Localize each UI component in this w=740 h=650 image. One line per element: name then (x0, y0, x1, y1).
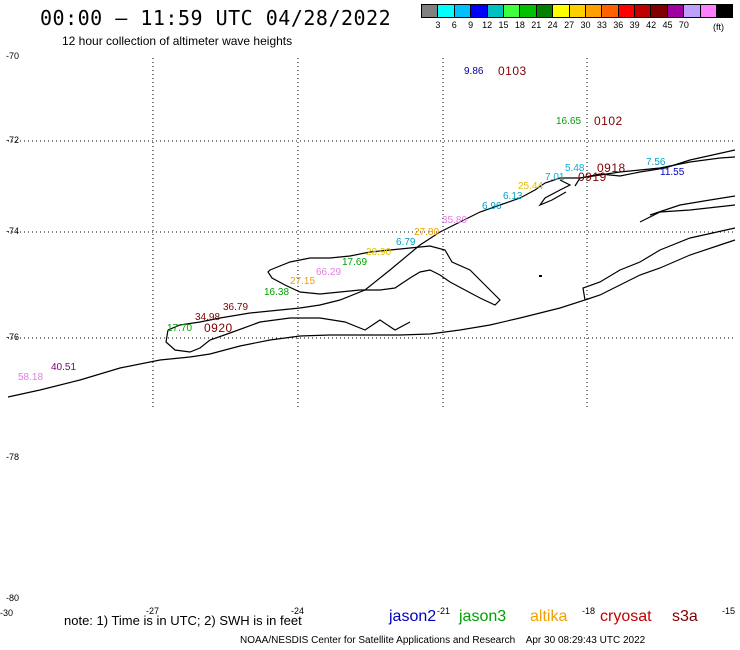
color-legend-swatches (421, 4, 734, 18)
wave-height-label: 27.80 (414, 227, 440, 238)
lat-label: -74 (6, 226, 20, 236)
credit-text: NOAA/NESDIS Center for Satellite Applica… (240, 635, 516, 646)
coastline-peninsula (167, 156, 736, 331)
time-stamp-label: 0103 (498, 64, 527, 78)
wave-height-label: 25.44 (518, 181, 544, 192)
lat-label: -72 (6, 135, 20, 145)
map-subtitle: 12 hour collection of altimeter wave hei… (62, 34, 293, 48)
wave-height-label: 5.48 (565, 163, 585, 174)
color-legend-label: 33 (596, 20, 607, 30)
color-legend-label: 15 (498, 20, 509, 30)
coastline-bay (267, 245, 501, 306)
color-legend-label: 42 (646, 20, 657, 30)
color-legend-label: 9 (468, 20, 474, 30)
color-legend-label: 3 (435, 20, 441, 30)
legend-unit: (ft) (713, 22, 724, 32)
ice-front (584, 239, 736, 301)
wave-height-label: 36.79 (223, 302, 249, 313)
time-stamp-label: 0918 (597, 161, 626, 175)
coastline-notch (538, 179, 572, 207)
color-swatch (716, 4, 734, 18)
coastline-inlet (165, 317, 411, 353)
footnote: note: 1) Time is in UTC; 2) SWH is in fe… (64, 613, 302, 628)
color-legend-label: 18 (514, 20, 525, 30)
satellite-legend-item: cryosat (600, 608, 652, 625)
wave-height-label: 66.29 (316, 267, 342, 278)
color-legend-label: 24 (547, 20, 558, 30)
time-stamp-label: 0102 (594, 114, 623, 128)
color-legend-label: 12 (482, 20, 493, 30)
wave-height-label: 11.55 (660, 167, 685, 178)
color-legend-label: 36 (613, 20, 624, 30)
color-legend-label: 39 (629, 20, 640, 30)
color-legend: 3 6 9 12 15 18 21 24 27 30 33 36 39 42 45 70 (421, 4, 734, 30)
map-title: 00:00 – 11:59 UTC 04/28/2022 (40, 6, 392, 30)
wave-height-label: 9.86 (464, 66, 484, 77)
color-legend-label: 30 (580, 20, 591, 30)
wave-height-label: 6.79 (396, 237, 416, 248)
wave-height-label: 35.89 (442, 215, 468, 226)
lon-label: -15 (722, 606, 736, 616)
generated-timestamp: Apr 30 08:29:43 UTC 2022 (525, 635, 646, 646)
wave-height-label: 17.70 (167, 323, 193, 334)
coastline-shelf (649, 195, 736, 216)
wave-height-label: 58.18 (18, 372, 44, 383)
color-legend-label: 6 (451, 20, 457, 30)
satellite-legend-item: jason2 (389, 608, 437, 625)
coastline (7, 149, 736, 398)
lat-label: -70 (6, 51, 20, 61)
lat-label: -80 (6, 593, 20, 603)
coastline-east (574, 149, 736, 187)
satellite-legend-item: s3a (672, 608, 698, 625)
wave-height-label: 17.69 (342, 257, 368, 268)
wave-height-label: 27.15 (290, 276, 316, 287)
lat-label: -78 (6, 452, 20, 462)
island-marker (539, 275, 542, 277)
wave-height-label: 34.98 (195, 312, 221, 323)
satellite-legend-item: altika (530, 608, 568, 625)
graticule (8, 58, 735, 408)
color-legend-label: 70 (678, 20, 689, 30)
color-legend-label: 21 (531, 20, 542, 30)
credit-line: NOAA/NESDIS Center for Satellite Applica… (240, 635, 645, 646)
wave-height-label: 7.01 (545, 172, 565, 183)
wave-height-label: 28.90 (366, 247, 392, 258)
coastline-main (7, 227, 736, 398)
time-stamp-label: 0920 (204, 321, 233, 335)
wave-height-label: 7.56 (646, 157, 666, 168)
wave-height-label: 16.65 (556, 116, 582, 127)
ice-front-line (584, 239, 736, 301)
wave-height-label: 40.51 (51, 362, 77, 373)
lon-label: -24 (291, 606, 305, 616)
lat-label: -76 (6, 332, 20, 342)
coastline-shelf-2 (639, 204, 736, 223)
lon-label: -27 (146, 606, 160, 616)
satellite-legend-item: jason3 (459, 608, 507, 625)
lon-label: -30 (0, 608, 14, 618)
color-legend-label: 45 (662, 20, 673, 30)
wave-height-label: 6.13 (503, 191, 523, 202)
color-legend-label: 27 (564, 20, 575, 30)
lon-label: -18 (582, 606, 596, 616)
color-legend-labels: 3 6 9 12 15 18 21 24 27 30 33 36 39 42 45 70 (421, 18, 732, 30)
time-stamp-label: 0919 (578, 170, 607, 184)
lon-label: -21 (437, 606, 451, 616)
wave-height-label: 16.38 (264, 287, 290, 298)
wave-height-label: 6.96 (482, 201, 502, 212)
